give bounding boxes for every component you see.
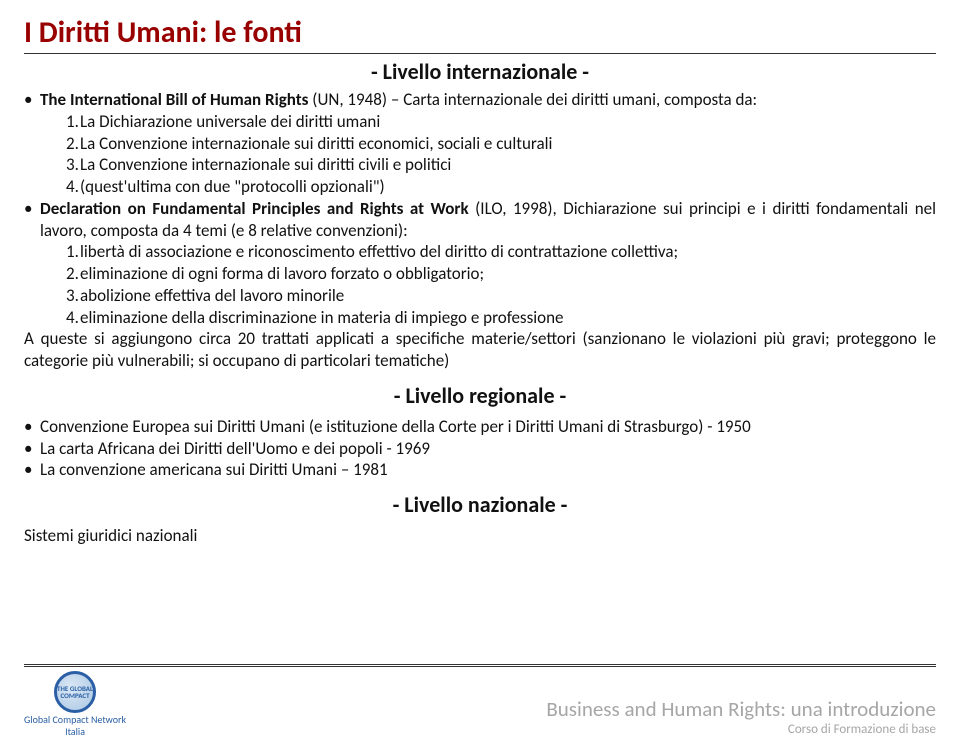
bullet-icon [24,459,40,481]
list-item: 2.La Convenzione internazionale sui diri… [24,133,936,155]
footer-title: Business and Human Rights: una introduzi… [546,696,936,722]
list-item: 3. La Convenzione internazionale sui dir… [24,154,936,176]
bullet-reg: Convenzione Europea sui Diritti Umani (e… [24,416,936,438]
bullet-declaration: Declaration on Fundamental Principles an… [24,198,936,242]
title-rule [24,53,936,54]
num: 4. [24,307,80,329]
list-item: 1.La Dichiarazione universale dei diritt… [24,111,936,133]
bullet-intl-bill: The International Bill of Human Rights (… [24,89,936,111]
naz-text: Sistemi giuridici nazionali [24,525,936,547]
num: 3. [24,154,80,176]
txt: abolizione effettiva del lavoro minorile [80,285,936,307]
txt: La convenzione americana sui Diritti Uma… [40,459,936,481]
intl-bill-rest: (UN, 1948) – Carta internazionale dei di… [308,89,757,110]
list-item: 4.eliminazione della discriminazione in … [24,307,936,329]
bullet-icon [24,416,40,438]
heading-regionale: - Livello regionale - [24,382,936,410]
footer-sub: Corso di Formazione di base [546,722,936,737]
footer-row: THE GLOBALCOMPACT Global Compact Network… [0,667,960,737]
num: 3. [24,285,80,307]
trattati-paragraph: A queste si aggiungono circa 20 trattati… [24,328,936,372]
txt: eliminazione di ogni forma di lavoro for… [80,263,936,285]
bullet-icon [24,89,40,111]
num: 4. [24,176,80,198]
intl-bill-text: The International Bill of Human Rights (… [40,89,936,111]
intl-bill-bold: The International Bill of Human Rights [40,89,308,110]
heading-internazionale: - Livello internazionale - [24,58,936,85]
list-item: 3.abolizione effettiva del lavoro minori… [24,285,936,307]
body-content: The International Bill of Human Rights (… [24,89,936,547]
logo-block: THE GLOBALCOMPACT Global Compact Network… [24,671,126,737]
logo-inner-text: THE GLOBALCOMPACT [57,685,93,699]
decl-bold: Declaration on Fundamental Principles an… [40,198,469,219]
bullet-icon [24,438,40,460]
num: 2. [24,263,80,285]
list-item: 2.eliminazione di ogni forma di lavoro f… [24,263,936,285]
heading-nazionale: - Livello nazionale - [24,491,936,519]
txt: La carta Africana dei Diritti dell'Uomo … [40,438,936,460]
page-title: I Diritti Umani: le fonti [24,14,936,51]
txt: eliminazione della discriminazione in ma… [80,307,936,329]
num: 1. [24,111,80,133]
decl-text: Declaration on Fundamental Principles an… [40,198,936,242]
txt: La Convenzione internazionale sui diritt… [80,133,936,155]
bullet-icon [24,198,40,242]
list-item: 1.libertà di associazione e riconoscimen… [24,241,936,263]
txt: libertà di associazione e riconoscimento… [80,241,936,263]
footer: THE GLOBALCOMPACT Global Compact Network… [0,664,960,737]
globe-icon: THE GLOBALCOMPACT [54,671,96,713]
txt: (quest'ultima con due "protocolli opzion… [80,176,936,198]
bullet-reg: La convenzione americana sui Diritti Uma… [24,459,936,481]
bullet-reg: La carta Africana dei Diritti dell'Uomo … [24,438,936,460]
footer-right: Business and Human Rights: una introduzi… [546,696,936,737]
num: 1. [24,241,80,263]
slide: I Diritti Umani: le fonti - Livello inte… [0,0,960,745]
logo-label-2: Italia [65,726,85,737]
list-item: 4.(quest'ultima con due "protocolli opzi… [24,176,936,198]
txt: La Dichiarazione universale dei diritti … [80,111,936,133]
logo-label-1: Global Compact Network [24,714,126,725]
txt: La Convenzione internazionale sui diritt… [80,154,936,176]
num: 2. [24,133,80,155]
txt: Convenzione Europea sui Diritti Umani (e… [40,416,936,438]
